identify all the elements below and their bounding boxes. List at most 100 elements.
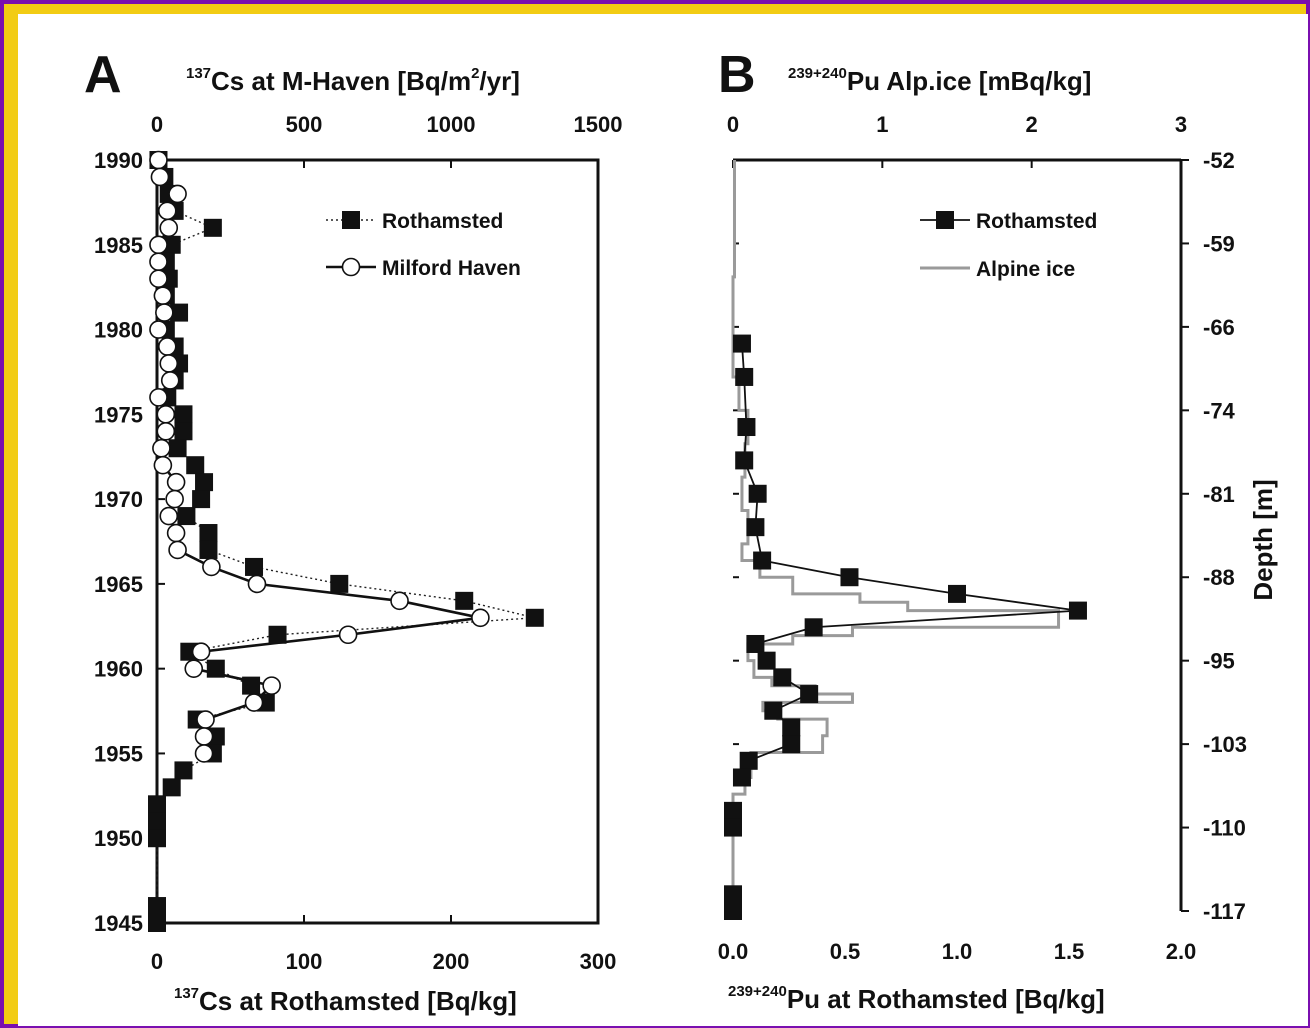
milford-haven-point [202, 557, 221, 577]
panel-a-y-tick-label: 1945 [94, 911, 143, 936]
panel-b-label: B [718, 46, 756, 104]
rothamsted-a-point [186, 456, 205, 475]
panel-a-top-tick-label: 0 [151, 112, 163, 137]
milford-haven-series-line [156, 159, 481, 754]
rothamsted-b-point [739, 751, 758, 770]
panel-b-depth-tick-label: -117 [1203, 899, 1246, 924]
milford-haven-point [149, 252, 168, 272]
rothamsted-a-point [199, 540, 218, 559]
milford-haven-point [156, 405, 176, 424]
panel-a-y-tick-label: 1980 [94, 318, 143, 343]
milford-haven-point [471, 608, 490, 628]
rothamsted-a-point [455, 591, 474, 610]
rothamsted-b-point [735, 367, 754, 386]
milford-haven-point [166, 472, 186, 492]
chart-canvas: A 137Cs at M-Haven [Bq/m2/yr] 137Cs at R… [84, 46, 1278, 1016]
milford-haven-point [165, 489, 184, 509]
panel-a-y-tick-label: 1950 [94, 826, 143, 851]
rothamsted-a-point [192, 490, 211, 509]
rothamsted-a-point [245, 557, 264, 576]
milford-haven-point [168, 540, 187, 560]
rothamsted-b-point [804, 618, 823, 637]
rothamsted-b-series-line [741, 343, 1079, 778]
milford-haven-point [244, 693, 264, 712]
rothamsted-a-point [174, 405, 193, 424]
panel-a-y-tick-label: 1960 [94, 657, 143, 682]
rothamsted-a-point [162, 778, 181, 797]
milford-haven-point [149, 150, 168, 170]
panel-a-top-title-sup: 137 [186, 65, 211, 82]
panel-a-bottom-tick-label: 200 [433, 949, 470, 974]
panel-a-plot-frame [155, 158, 600, 925]
rothamsted-b-point [724, 818, 742, 837]
rothamsted-a-point [242, 676, 261, 695]
panel-b-depth-tick-label: -66 [1203, 315, 1235, 340]
panel-b-plot: 0 1 2 3 0.0 0.5 1.0 1.5 2.0 -52 -59 -66 -74 -81 -88 -95… [718, 112, 1247, 964]
milford-haven-point [194, 727, 214, 746]
milford-haven-point [149, 269, 168, 288]
rothamsted-a-point [148, 812, 166, 831]
panel-a-y-tick-label: 1965 [94, 572, 143, 597]
panel-b-bottom-title-sup: 239+240 [728, 983, 787, 1000]
panel-a-top-axis-title: 137Cs at M-Haven [Bq/m2/yr] [186, 65, 520, 96]
panel-b-top-tick-label: 0 [727, 112, 739, 137]
milford-haven-point [262, 676, 281, 695]
milford-haven-point [166, 523, 186, 543]
milford-haven-point [247, 574, 267, 594]
panel-b-top-tick-label: 2 [1026, 112, 1038, 137]
legend-b-rothamsted-label: Rothamsted [976, 210, 1097, 233]
rothamsted-a-point [199, 524, 218, 543]
rothamsted-b-point [732, 768, 751, 787]
rothamsted-a-point [148, 829, 166, 848]
legend-a-milford-label: Milford Haven [382, 257, 521, 280]
panel-b-depth-tick-label: -110 [1203, 816, 1246, 841]
panel-a-top-title-text: Cs at M-Haven [Bq/m [211, 66, 471, 96]
panel-a-bottom-tick-label: 100 [286, 949, 323, 974]
rothamsted-b-point [948, 584, 966, 603]
milford-haven-point [149, 235, 168, 255]
panel-b-top-tick-label: 3 [1175, 112, 1187, 137]
panel-a-top-tick-label: 1000 [427, 112, 476, 137]
milford-haven-point [159, 218, 179, 238]
panel-b-depth-tick-label: -103 [1203, 732, 1247, 757]
rothamsted-b-point [735, 451, 754, 470]
rothamsted-b-point [732, 334, 751, 353]
milford-haven-point [157, 337, 177, 356]
milford-haven-point [194, 744, 214, 763]
panel-a-label: A [84, 46, 122, 104]
rothamsted-a-point [203, 218, 222, 237]
milford-haven-point [155, 303, 174, 322]
rothamsted-a-point [174, 761, 193, 780]
legend-a-rothamsted-marker [342, 211, 360, 229]
milford-haven-point [152, 438, 171, 458]
milford-haven-point [184, 659, 204, 678]
rothamsted-a-point [170, 303, 189, 322]
rothamsted-b-point [782, 735, 801, 754]
milford-haven-point [153, 455, 173, 475]
alpine-ice-series-line [731, 160, 1061, 911]
legend-b-rothamsted-marker [936, 211, 954, 229]
milford-haven-point [153, 286, 173, 305]
rothamsted-a-point [174, 422, 193, 441]
milford-haven-point [338, 625, 358, 645]
panel-b-top-title-sup: 239+240 [788, 65, 847, 82]
rothamsted-b-point [782, 718, 801, 737]
panel-b-depth-tick-label: -52 [1203, 148, 1235, 173]
panel-b-bottom-tick-label: 1.0 [942, 939, 973, 964]
rothamsted-b-point [737, 418, 756, 437]
rothamsted-a-point [525, 608, 544, 627]
panel-b-bottom-tick-label: 2.0 [1166, 939, 1197, 964]
rothamsted-b-point [757, 651, 776, 670]
figure-panel: A 137Cs at M-Haven [Bq/m2/yr] 137Cs at R… [18, 14, 1308, 1026]
legend-b-alpine-label: Alpine ice [976, 258, 1075, 281]
panel-a-bottom-tick-label: 0 [151, 949, 163, 974]
rothamsted-a-point [148, 897, 166, 916]
panel-b-bottom-tick-label: 0.0 [718, 939, 749, 964]
rothamsted-b-point [746, 634, 765, 653]
rothamsted-b-point [1068, 601, 1087, 620]
panel-b-depth-tick-label: -81 [1203, 482, 1235, 507]
panel-a-bottom-tick-label: 300 [580, 949, 617, 974]
rothamsted-b-point [724, 885, 742, 904]
legend-a-milford-marker [341, 257, 361, 277]
